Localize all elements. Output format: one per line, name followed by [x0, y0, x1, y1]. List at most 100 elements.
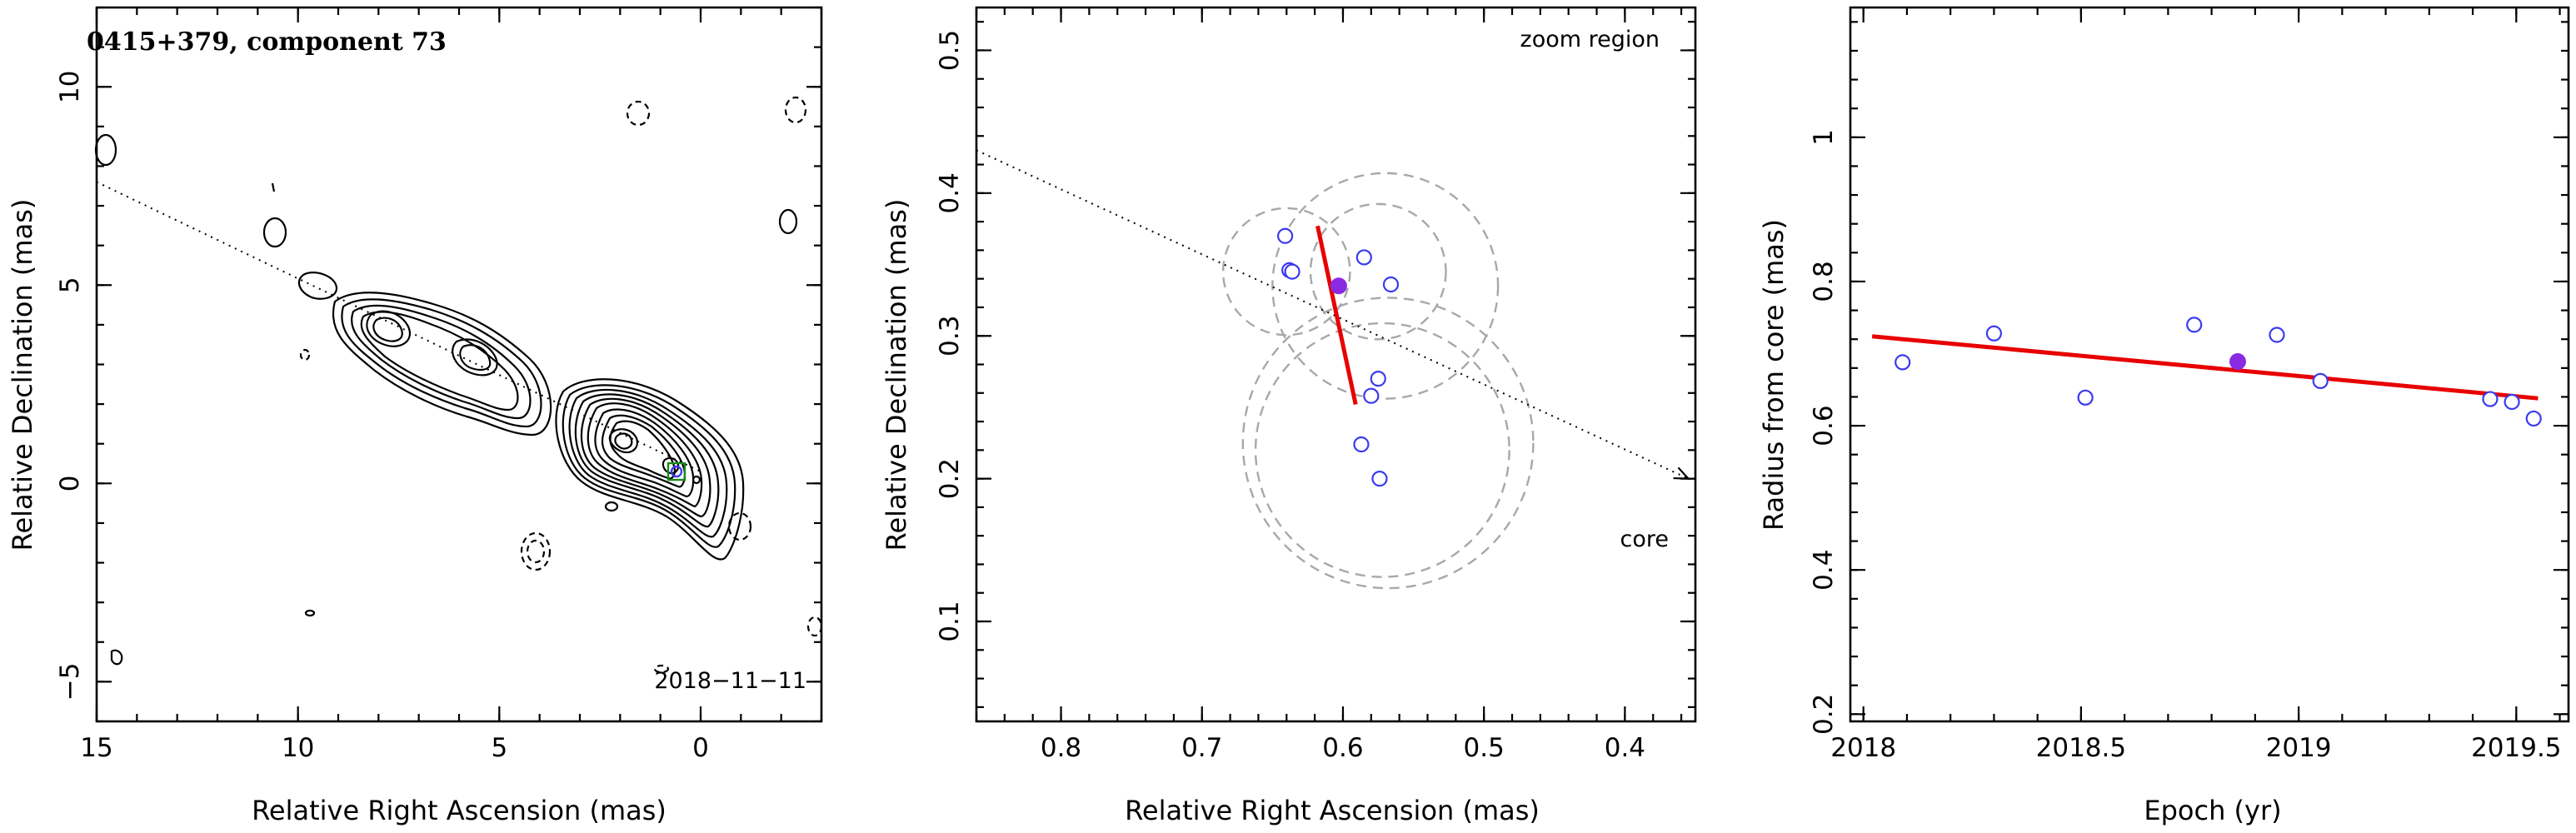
position-point [1363, 387, 1380, 404]
radius-point [1895, 354, 1911, 371]
contour-line [366, 310, 411, 347]
contour-line [304, 609, 316, 617]
contour-line [594, 408, 695, 498]
contour-line [555, 378, 745, 561]
radius-point [2269, 327, 2285, 343]
panel3-x-tick-label: 2018.5 [2036, 733, 2126, 763]
panel2-y-tick-label: 0.1 [935, 601, 965, 641]
contour-line [587, 402, 703, 508]
panel2-data [976, 149, 1691, 590]
panel3-y-axis-label: Radius from core (mas) [1758, 219, 1790, 531]
panel1-x-tick-label: 5 [491, 733, 507, 763]
contour-line [459, 344, 492, 371]
panel3-y-tick-label: 0.4 [1809, 550, 1839, 591]
radius-point [2525, 410, 2542, 427]
contour-line [568, 388, 728, 538]
contour-line [452, 338, 498, 377]
contour-line [604, 501, 619, 512]
core-label: core [1620, 526, 1669, 552]
panel1-x-axis-label: Relative Right Ascension (mas) [252, 795, 666, 826]
panel2-y-tick-label: 0.4 [935, 172, 965, 213]
core-arrow-head [1673, 466, 1691, 480]
contour-negative [727, 511, 752, 541]
position-point [1284, 263, 1300, 280]
radius-point [1985, 325, 2002, 342]
panel3-x-tick-label: 2019 [2266, 733, 2332, 763]
panel3-x-axis-label: Epoch (yr) [2144, 795, 2281, 826]
contour-negative [526, 539, 546, 564]
position-point [1353, 436, 1370, 453]
contour-line [110, 649, 123, 666]
panel3-y-tick-label: 0.8 [1809, 261, 1839, 302]
contour-line [562, 384, 736, 548]
contour-line [262, 217, 287, 248]
contour-line [297, 272, 338, 300]
zoom-region-label: zoom region [1520, 27, 1660, 52]
contour-line [372, 317, 403, 342]
panel3-x-tick-label: 2019.5 [2471, 733, 2561, 763]
panel2-x-axis-label: Relative Right Ascension (mas) [1125, 795, 1540, 826]
panel1-y-tick-label: 10 [55, 70, 85, 102]
panel2-x-tick-label: 0.7 [1181, 733, 1222, 763]
panel1-x-tick-label: 10 [282, 733, 314, 763]
contour-line [614, 432, 633, 450]
panel1-x-tick-label: 0 [692, 733, 709, 763]
position-point [1370, 371, 1386, 387]
position-point [1355, 249, 1372, 266]
contour-line [574, 393, 720, 528]
contour-negative [806, 616, 823, 637]
error-circle [1221, 207, 1351, 337]
panel1-x-tick-label: 15 [80, 733, 112, 763]
position-point [1276, 227, 1294, 244]
contour-line [580, 397, 711, 518]
radius-vs-epoch-panel: 2018 2018.5 2019 2019.5 0.2 0.4 0.6 0.8 1 Epoch … [1758, 6, 2570, 826]
position-point [1371, 471, 1388, 487]
contour-line [691, 475, 701, 485]
panel2-x-tick-label: 0.4 [1605, 733, 1645, 763]
contour-line [778, 208, 798, 235]
contour-line [332, 292, 552, 436]
panel1-y-tick-label: −5 [55, 663, 85, 701]
jet-direction-line [976, 149, 1689, 480]
radius-point [2077, 389, 2094, 406]
contour-line [94, 133, 117, 167]
panel2-x-tick-label: 0.8 [1041, 733, 1081, 763]
contour-negative [784, 96, 807, 124]
panel3-frame [1849, 6, 2570, 723]
panel3-axes: 2018 2018.5 2019 2019.5 0.2 0.4 0.6 0.8 1 [1809, 6, 2570, 763]
panel2-x-tick-label: 0.5 [1464, 733, 1505, 763]
panel3-y-tick-label: 0.6 [1809, 405, 1839, 446]
panel2-frame [975, 6, 1697, 723]
panel3-y-tick-label: 1 [1809, 129, 1839, 146]
radius-point [2482, 391, 2499, 407]
panel1-y-tick-label: 5 [55, 277, 85, 293]
zoom-panel: 0.8 0.7 0.6 0.5 0.4 0.1 0.2 0.3 0.4 0.5 zoom regi… [881, 6, 1697, 826]
panel2-y-tick-label: 0.2 [935, 458, 965, 499]
component-position-marker [670, 465, 683, 478]
panel3-y-tick-label: 0.2 [1809, 694, 1839, 735]
contour-line [661, 456, 680, 475]
radius-point [2504, 393, 2520, 411]
jet-direction-line [96, 181, 701, 472]
contour-panel: 15 10 5 0 −5 0 5 10 0415+379, component 73 2018… [7, 6, 823, 826]
contour-line [601, 414, 686, 488]
panel2-y-tick-label: 0.5 [935, 30, 965, 71]
radius-point [2312, 372, 2329, 390]
panel2-axes: 0.8 0.7 0.6 0.5 0.4 0.1 0.2 0.3 0.4 0.5 [935, 6, 1697, 763]
trajectory-fit-line [1315, 225, 1358, 406]
current-epoch-point [1330, 277, 1347, 295]
panel3-data [1871, 317, 2542, 427]
contour-negative [520, 531, 552, 571]
error-circle [1271, 172, 1500, 400]
panel1-y-axis-label: Relative Declination (mas) [7, 199, 38, 551]
radius-fit-line [1871, 334, 2539, 401]
contour-line [351, 304, 532, 420]
contour-line [341, 298, 542, 428]
panel2-x-tick-label: 0.6 [1322, 733, 1363, 763]
position-point [1382, 276, 1400, 293]
panel1-overlay [96, 181, 701, 481]
component-box-marker [666, 461, 686, 481]
contour-line [271, 182, 276, 192]
current-epoch-point [2229, 353, 2246, 371]
